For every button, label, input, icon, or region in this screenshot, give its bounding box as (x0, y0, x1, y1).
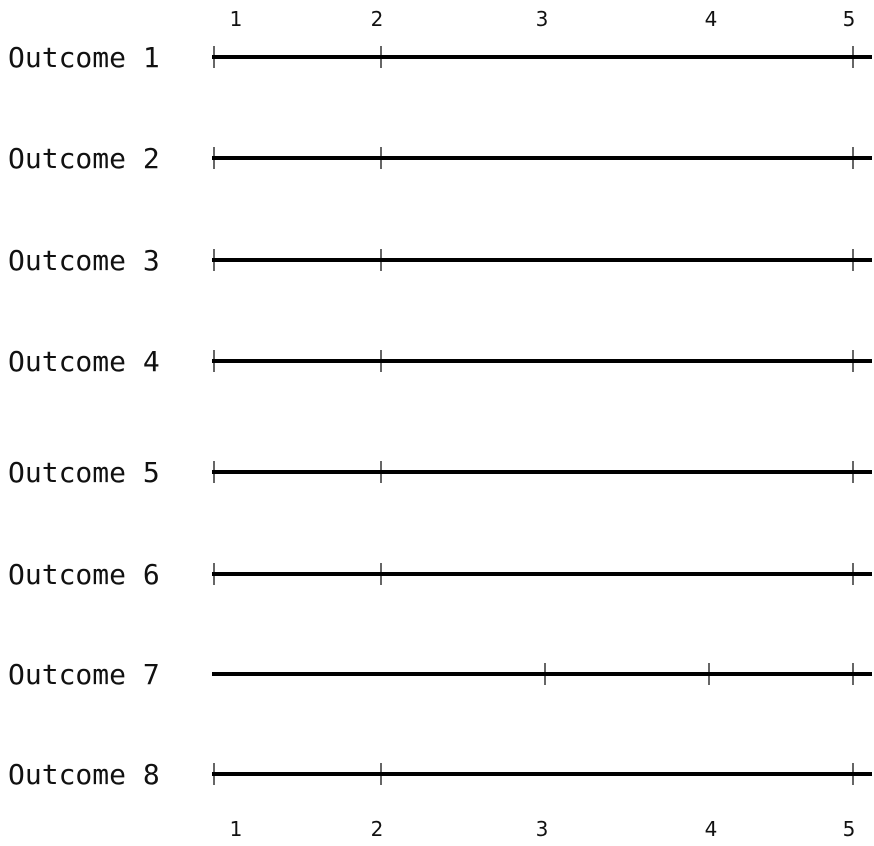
outcome-label-2: Outcome 2 (8, 142, 160, 175)
outcome-label-3: Outcome 3 (8, 244, 160, 277)
outcome-label-6: Outcome 6 (8, 558, 160, 591)
outcome-row-1: Outcome 1 (8, 41, 872, 74)
bottom-tick-label-5: 5 (843, 817, 856, 841)
top-tick-label-3: 3 (536, 7, 549, 31)
top-axis: 1 2 3 4 5 (230, 7, 856, 31)
bottom-tick-label-1: 1 (230, 817, 243, 841)
outcome-label-7: Outcome 7 (8, 658, 160, 691)
outcome-label-8: Outcome 8 (8, 758, 160, 791)
outcome-rows: Outcome 1 Outcome 2 Outcome 3 Outcome 4 Outc… (8, 41, 872, 791)
top-tick-label-2: 2 (371, 7, 384, 31)
outcome-row-7: Outcome 7 (8, 658, 872, 691)
bottom-tick-label-3: 3 (536, 817, 549, 841)
bottom-tick-label-4: 4 (705, 817, 718, 841)
top-tick-label-1: 1 (230, 7, 243, 31)
outcome-label-4: Outcome 4 (8, 345, 160, 378)
outcome-row-2: Outcome 2 (8, 142, 872, 175)
outcome-row-6: Outcome 6 (8, 558, 872, 591)
top-tick-label-4: 4 (705, 7, 718, 31)
outcome-label-5: Outcome 5 (8, 456, 160, 489)
bottom-tick-label-2: 2 (371, 817, 384, 841)
outcome-row-4: Outcome 4 (8, 345, 872, 378)
outcome-row-3: Outcome 3 (8, 244, 872, 277)
outcome-row-5: Outcome 5 (8, 456, 872, 489)
outcome-row-8: Outcome 8 (8, 758, 872, 791)
top-tick-label-5: 5 (843, 7, 856, 31)
bottom-axis: 1 2 3 4 5 (230, 817, 856, 841)
outcome-label-1: Outcome 1 (8, 41, 160, 74)
